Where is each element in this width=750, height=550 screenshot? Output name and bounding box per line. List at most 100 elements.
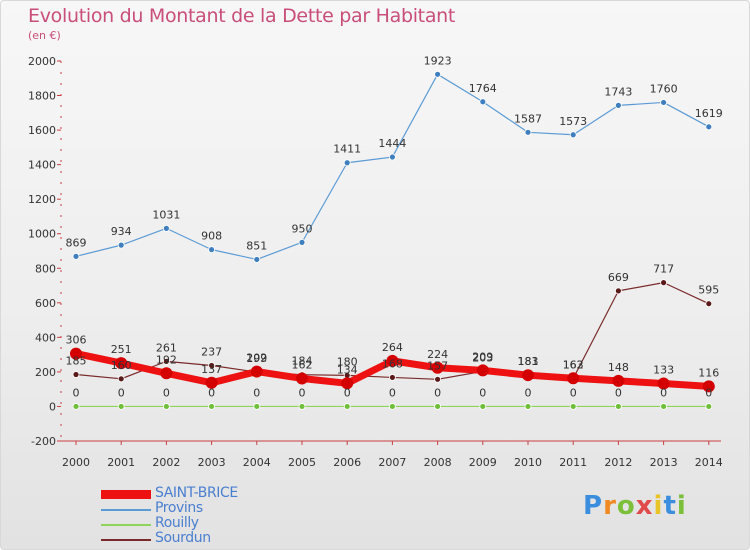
x-tick-label: 2011: [559, 456, 587, 469]
logo-letter: r: [603, 491, 617, 521]
data-point-provins: [162, 224, 170, 232]
x-tick-label: 2004: [243, 456, 271, 469]
x-tick-label: 2006: [333, 456, 361, 469]
x-tick-label: 2005: [288, 456, 316, 469]
y-tick-label: 200: [35, 366, 56, 379]
data-label-rouilly: 0: [389, 386, 396, 399]
data-label-rouilly: 0: [434, 386, 441, 399]
chart-series: [70, 70, 715, 410]
data-label-sourdun: 669: [608, 271, 629, 284]
logo-letter: t: [663, 491, 677, 521]
x-tick-label: 2001: [107, 456, 135, 469]
data-point-saint-brice: [115, 357, 128, 370]
data-point-rouilly: [524, 403, 532, 410]
data-point-provins: [253, 256, 261, 263]
legend-label: Rouilly: [155, 515, 199, 531]
legend-swatch: [101, 490, 151, 499]
x-tick-label: 2008: [424, 456, 452, 469]
data-point-saint-brice: [250, 365, 263, 378]
data-label-sourdun: 180: [337, 355, 358, 368]
data-label-sourdun: 160: [111, 359, 132, 372]
data-label-rouilly: 0: [299, 386, 306, 399]
data-label-saint-brice: 148: [608, 361, 629, 374]
x-tick-label: 2014: [695, 456, 723, 469]
data-label-saint-brice: 224: [427, 348, 448, 361]
y-tick-label: 800: [35, 262, 56, 275]
data-label-sourdun: 184: [292, 355, 313, 368]
data-point-provins: [343, 159, 351, 167]
data-label-sourdun: 199: [246, 352, 267, 365]
x-tick-label: 2003: [198, 456, 226, 469]
data-point-provins: [569, 131, 577, 139]
data-point-rouilly: [162, 403, 170, 410]
data-label-provins: 1573: [559, 115, 587, 128]
data-label-saint-brice: 209: [472, 350, 493, 363]
data-label-rouilly: 0: [479, 386, 486, 399]
data-label-sourdun: 185: [66, 355, 87, 368]
data-label-provins: 1444: [378, 137, 406, 150]
data-point-rouilly: [72, 403, 80, 410]
data-point-sourdun: [388, 374, 396, 381]
data-label-saint-brice: 306: [66, 334, 87, 347]
data-point-saint-brice: [522, 369, 534, 382]
x-tick-label: 2007: [378, 456, 406, 469]
data-point-saint-brice: [160, 367, 173, 380]
legend-label: Sourdun: [155, 530, 211, 546]
data-point-sourdun: [117, 375, 125, 383]
x-tick-label: 2013: [650, 456, 678, 469]
y-tick-label: 2000: [28, 55, 56, 68]
y-tick-label: 1800: [28, 90, 56, 103]
data-point-sourdun: [208, 362, 216, 369]
data-label-provins: 1031: [152, 208, 180, 221]
series-line-provins: [75, 73, 710, 261]
data-label-rouilly: 0: [615, 386, 622, 399]
data-point-sourdun: [162, 357, 170, 365]
legend-label: Provins: [155, 500, 203, 516]
data-point-saint-brice: [386, 354, 399, 367]
data-point-rouilly: [388, 403, 396, 410]
data-label-provins: 869: [66, 236, 87, 249]
legend-label: SAINT-BRICE: [155, 485, 238, 501]
y-tick-label: 400: [35, 331, 56, 344]
data-point-saint-brice: [657, 377, 670, 390]
data-point-saint-brice: [612, 374, 625, 387]
data-point-sourdun: [615, 287, 622, 295]
y-tick-label: 600: [35, 297, 56, 310]
data-label-rouilly: 0: [208, 386, 215, 399]
data-label-sourdun: 203: [472, 351, 493, 364]
data-label-saint-brice: 202: [246, 352, 267, 365]
data-point-saint-brice: [476, 364, 489, 377]
y-tick-label: -200: [31, 435, 56, 448]
data-label-provins: 1764: [469, 82, 497, 95]
x-tick-label: 2012: [604, 456, 632, 469]
data-label-saint-brice: 116: [698, 366, 719, 379]
data-label-saint-brice: 137: [201, 363, 222, 376]
data-label-saint-brice: 264: [382, 341, 403, 354]
data-point-provins: [479, 98, 487, 106]
data-point-saint-brice: [205, 376, 218, 389]
y-tick-label: 1200: [28, 193, 56, 206]
chart-axes: -200020040060080010001200140016001800200…: [28, 55, 723, 469]
data-label-sourdun: 717: [653, 263, 674, 276]
data-label-saint-brice: 133: [653, 363, 674, 376]
legend-swatch: [101, 509, 151, 511]
logo-letter: o: [616, 491, 636, 521]
data-point-provins: [660, 99, 667, 106]
data-label-provins: 851: [246, 239, 267, 252]
data-label-provins: 1923: [424, 54, 452, 67]
data-label-rouilly: 0: [163, 386, 170, 399]
chart-data-labels: 869 934 1031 908 851 950 1411 1444 1923 1764 1587 1…: [66, 54, 723, 399]
data-point-provins: [434, 70, 442, 78]
data-label-provins: 1411: [333, 143, 361, 156]
data-point-saint-brice: [567, 372, 580, 385]
data-label-sourdun: 183: [518, 355, 539, 368]
logo-letter: P: [583, 491, 604, 521]
data-label-saint-brice: 192: [156, 353, 177, 366]
data-label-sourdun: 237: [201, 346, 222, 359]
data-point-sourdun: [72, 371, 80, 378]
data-label-rouilly: 0: [660, 386, 667, 399]
x-tick-label: 2002: [152, 456, 180, 469]
y-tick-label: 1400: [28, 159, 56, 172]
y-tick-label: 1000: [28, 228, 56, 241]
